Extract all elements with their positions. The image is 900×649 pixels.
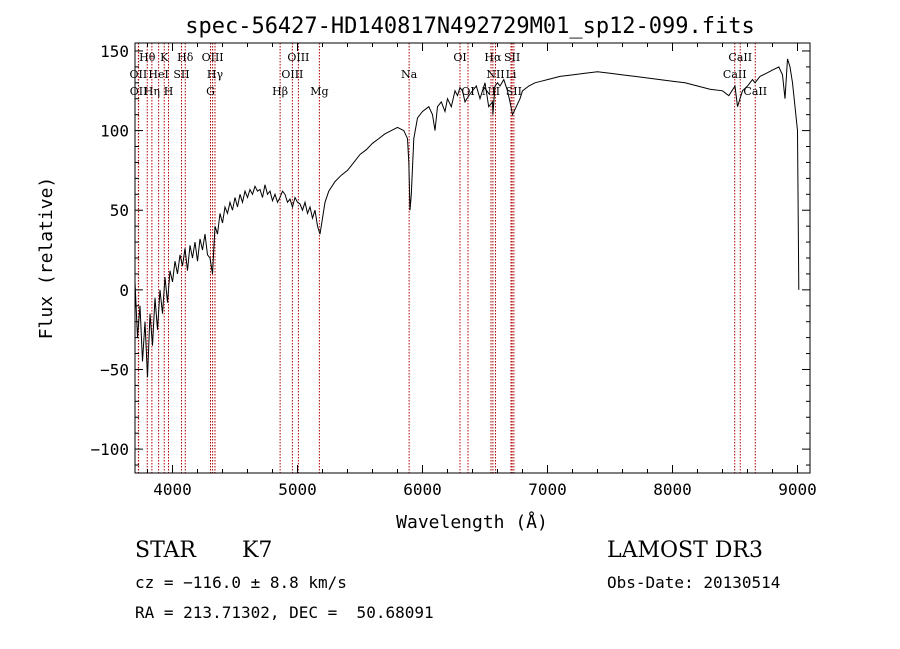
line-label-14: OIII <box>287 51 309 64</box>
line-label-15: Mg <box>310 85 328 98</box>
line-label-9: G <box>206 85 215 98</box>
line-label-20: NII <box>486 68 504 81</box>
line-label-16: Na <box>401 68 418 81</box>
redshift-cz: cz = −116.0 ± 8.8 km/s <box>135 573 347 592</box>
y-tick-label-0: −100 <box>90 440 129 459</box>
x-tick-label-9000: 9000 <box>778 480 817 499</box>
plot-frame <box>134 42 811 474</box>
x-axis-label: Wavelength (Å) <box>396 511 548 533</box>
line-label-7: SII <box>173 68 189 81</box>
flux-series-line <box>134 58 800 378</box>
obs-date: Obs-Date: 20130514 <box>607 573 781 592</box>
y-tick-label-4: 100 <box>100 122 129 141</box>
line-label-24: SII <box>506 85 522 98</box>
line-label-17: OI <box>453 51 466 64</box>
chart-title: spec-56427-HD140817N492729M01_sp12-099.f… <box>185 14 755 39</box>
x-tick-label-4000: 4000 <box>153 480 192 499</box>
survey-name: LAMOST DR3 <box>607 538 763 563</box>
line-label-12: Hβ <box>272 85 288 98</box>
x-tick-label-6000: 6000 <box>403 480 442 499</box>
line-label-10: OIII <box>202 51 224 64</box>
line-label-26: CaII <box>728 51 752 64</box>
line-label-3: Hη <box>144 85 160 98</box>
line-label-27: CaII <box>743 85 767 98</box>
object-class: STAR <box>135 538 196 563</box>
x-tick-label-5000: 5000 <box>278 480 317 499</box>
line-label-22: SII <box>504 51 520 64</box>
line-label-5: K <box>160 51 169 64</box>
line-label-13: OIII <box>281 68 303 81</box>
line-label-21: Hα <box>484 51 502 64</box>
y-tick-label-5: 150 <box>100 42 129 61</box>
x-tick-label-7000: 7000 <box>528 480 567 499</box>
y-tick-label-2: 0 <box>119 281 129 300</box>
y-tick-label-1: −50 <box>100 360 129 379</box>
spectral-line-markers <box>137 43 756 473</box>
y-axis: −100 −50 0 50 100 150 <box>90 42 810 466</box>
x-tick-label-8000: 8000 <box>653 480 692 499</box>
x-axis: 4000 5000 6000 7000 8000 9000 <box>147 43 817 499</box>
line-label-8: Hδ <box>177 51 194 64</box>
y-axis-label: Flux (relative) <box>36 177 57 340</box>
line-label-2: OII <box>130 85 148 98</box>
line-label-0: Hθ <box>139 51 156 64</box>
spectral-line-labels: HθOIIOIIHηHeIKHSIIHδGOIIIHγHβOIIIOIIIMgN… <box>130 51 768 98</box>
line-label-4: HeI <box>148 68 168 81</box>
line-label-18: OI <box>461 85 474 98</box>
ra-dec: RA = 213.71302, DEC = 50.68091 <box>135 603 434 622</box>
line-label-19: NII <box>482 85 500 98</box>
line-label-11: Hγ <box>207 68 224 81</box>
line-label-6: H <box>164 85 174 98</box>
line-label-1: OII <box>130 68 148 81</box>
line-label-23: Li <box>506 68 517 81</box>
object-subclass: K7 <box>242 538 273 563</box>
line-label-25: CaII <box>723 68 747 81</box>
y-tick-label-3: 50 <box>110 201 129 220</box>
